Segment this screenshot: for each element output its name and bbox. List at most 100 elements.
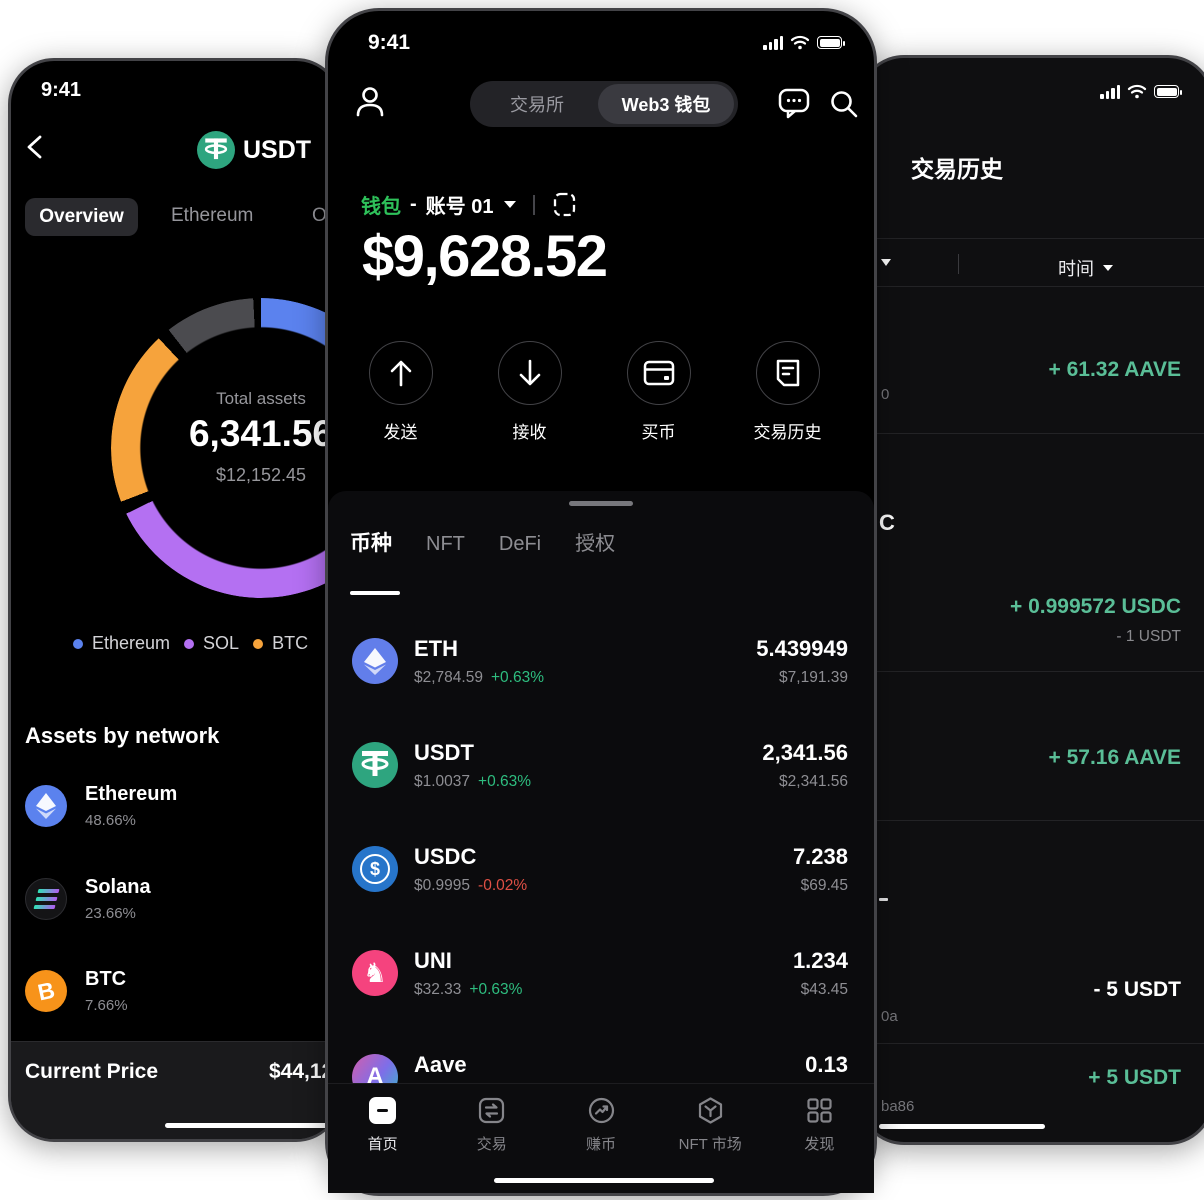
token-amount: 7.238	[792, 843, 848, 869]
network-row-btc[interactable]: B BTC 7.66%	[25, 968, 128, 1014]
tab-nft[interactable]: NFT	[426, 533, 465, 555]
network-percent: 7.66%	[85, 997, 128, 1014]
wifi-icon	[1127, 84, 1147, 99]
search-icon[interactable]	[829, 89, 858, 118]
donut-fiat: $12,152.45	[215, 465, 307, 485]
token-symbol: ETH	[414, 635, 458, 661]
status-icons	[1100, 84, 1182, 99]
donut-caption: Total assets	[216, 389, 306, 408]
token-fiat: $7,191.39	[779, 668, 848, 686]
text-fragment: 0a	[881, 1008, 898, 1025]
action-buttons: 发送 接收 买币 交易	[336, 341, 852, 443]
token-symbol: USDC	[414, 843, 477, 869]
discover-icon	[807, 1098, 832, 1123]
tab-coins[interactable]: 币种	[350, 532, 392, 555]
legend-dot-purple	[184, 638, 195, 649]
tab-approvals[interactable]: 授权	[575, 533, 616, 555]
right-phone: 交易历史 时间 + 61.32 AAVE 0 C + 0.999572 USDC…	[858, 55, 1204, 1145]
tab-other[interactable]: O	[312, 205, 327, 226]
active-tab-underline	[350, 591, 400, 595]
segmented-control[interactable]: 交易所 Web3 钱包	[470, 81, 738, 127]
current-price-label: Current Price	[25, 1060, 159, 1083]
nav-trade[interactable]: 交易	[437, 1097, 546, 1193]
center-phone: 9:41 交易所 Web3 钱包	[325, 8, 877, 1196]
tx-sub-amount: - 1 USDT	[1116, 628, 1181, 645]
usdt-icon	[352, 742, 398, 788]
tab-exchange[interactable]: 交易所	[510, 95, 564, 115]
token-symbol: USDT	[414, 739, 474, 765]
profile-icon[interactable]	[354, 85, 386, 119]
buy-crypto-button[interactable]: 买币	[594, 341, 723, 443]
signal-icon	[763, 35, 783, 50]
status-icons	[763, 35, 845, 50]
token-list: ETH $2,784.59 +0.63% 5.439949 $7,191.39	[328, 609, 874, 1129]
wallet-dash: -	[410, 193, 417, 215]
token-row-usdc[interactable]: $ USDC $0.9995 -0.02% 7.238 $69.45	[328, 817, 874, 921]
wallet-account-row[interactable]: 钱包 - 账号 01	[361, 190, 577, 219]
home-indicator	[165, 1123, 339, 1128]
bottom-nav: 首页 交易 赚币 NFT 市场 发现	[328, 1083, 874, 1193]
header-divider	[533, 194, 535, 215]
token-price-row: $0.9995 -0.02%	[414, 876, 528, 894]
tab-overview[interactable]: Overview	[25, 198, 138, 236]
scan-icon[interactable]	[552, 192, 577, 217]
status-time: 9:41	[368, 31, 411, 54]
history-button[interactable]: 交易历史	[723, 341, 852, 443]
trade-icon	[479, 1097, 505, 1124]
text-fragment: C	[879, 510, 895, 535]
network-row-solana[interactable]: Solana 23.66%	[25, 876, 151, 922]
network-row-ethereum[interactable]: Ethereum 48.66%	[25, 783, 177, 829]
sheet-drag-handle[interactable]	[569, 501, 633, 506]
legend-ethereum: Ethereum	[73, 633, 170, 654]
earn-icon	[588, 1097, 614, 1124]
battery-icon	[1154, 85, 1182, 98]
tab-web3-wallet[interactable]: Web3 钱包	[598, 84, 734, 124]
receive-button[interactable]: 接收	[465, 341, 594, 443]
chart-legend: Ethereum SOL BTC	[73, 633, 308, 654]
token-fiat: $43.45	[800, 980, 848, 998]
nav-discover[interactable]: 发现	[765, 1097, 874, 1193]
nav-home[interactable]: 首页	[328, 1097, 437, 1193]
tx-amount: + 0.999572 USDC	[1009, 595, 1181, 618]
token-amount: 5.439949	[756, 635, 848, 661]
nav-nft-market[interactable]: NFT 市场	[656, 1097, 765, 1193]
left-phone: 9:41 USDT Overview Ethereum O	[8, 58, 342, 1142]
time-filter-caret	[1103, 265, 1113, 271]
filter-divider	[958, 254, 959, 274]
receive-label: 接收	[512, 423, 547, 442]
donut-chart	[111, 298, 339, 598]
card-icon	[626, 341, 691, 405]
ethereum-network-icon	[25, 785, 67, 827]
usdc-icon: $	[352, 846, 398, 892]
tab-defi[interactable]: DeFi	[498, 533, 542, 555]
total-balance: $9,628.52	[362, 224, 608, 289]
text-fragment	[879, 898, 888, 901]
token-row-uni[interactable]: ♞ UNI $32.33 +0.63% 1.234 $43.45	[328, 921, 874, 1025]
btc-network-icon: B	[25, 970, 67, 1012]
back-icon[interactable]	[23, 133, 47, 161]
tx-amount: + 61.32 AAVE	[1048, 358, 1182, 381]
send-button[interactable]: 发送	[336, 341, 465, 443]
token-title: USDT	[243, 136, 312, 164]
token-amount: 0.13	[805, 1051, 848, 1077]
nav-earn[interactable]: 赚币	[546, 1097, 655, 1193]
token-row-eth[interactable]: ETH $2,784.59 +0.63% 5.439949 $7,191.39	[328, 609, 874, 713]
text-fragment: ba86	[881, 1098, 915, 1115]
token-row-usdt[interactable]: USDT $1.0037 +0.63% 2,341.56 $2,341.56	[328, 713, 874, 817]
home-icon	[369, 1097, 397, 1124]
text-fragment: 0	[881, 386, 890, 403]
uni-icon: ♞	[352, 950, 398, 996]
tx-amount: + 57.16 AAVE	[1048, 746, 1182, 769]
current-price-value: $44,12	[269, 1060, 334, 1083]
tab-ethereum[interactable]: Ethereum	[171, 205, 254, 226]
time-filter[interactable]: 时间	[1058, 255, 1113, 281]
tx-amount: + 5 USDT	[1088, 1066, 1181, 1089]
network-name: Ethereum	[85, 783, 178, 805]
account-caret	[504, 201, 517, 208]
buy-label: 买币	[641, 423, 676, 442]
chat-icon[interactable]	[778, 88, 810, 119]
legend-btc: BTC	[253, 633, 308, 654]
section-title: Assets by network	[25, 723, 220, 748]
filter-caret-fragment[interactable]	[881, 259, 891, 266]
current-price-bar: Current Price $44,12	[11, 1041, 339, 1139]
